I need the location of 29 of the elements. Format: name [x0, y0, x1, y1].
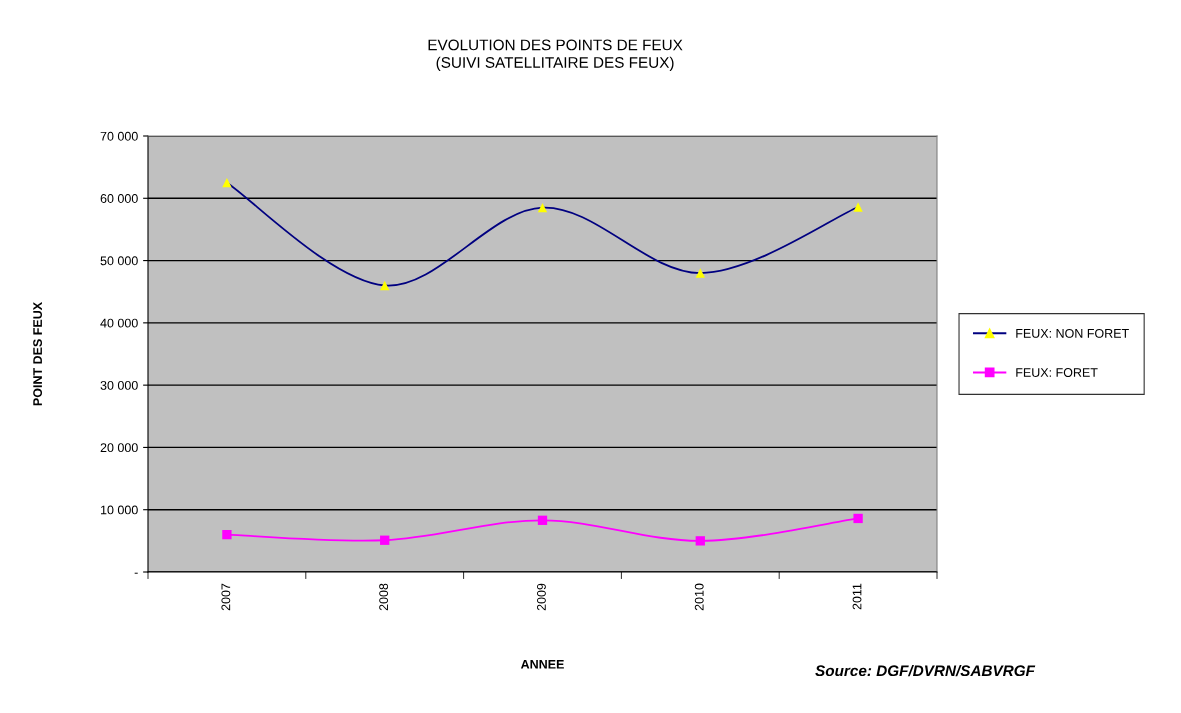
point [695, 268, 705, 278]
chart-title: EVOLUTION DES POINTS DE FEUX (SUIVI SATELLITAIRE DES FEUX) [428, 39, 683, 71]
point [380, 280, 390, 291]
x-tick-label: 2009 [537, 583, 546, 611]
point [222, 529, 232, 540]
y-axis-title: POINT DES FEUX [33, 302, 43, 406]
point [853, 202, 863, 212]
point [853, 513, 863, 524]
point [380, 535, 390, 545]
y-tick-label: 60 000 [100, 194, 138, 203]
x-tick-label: 2008 [379, 583, 389, 611]
point [222, 178, 232, 188]
legend-label: FEUX: FORET [1016, 368, 1098, 377]
y-tick-label: 20 000 [100, 443, 138, 453]
y-tick-label: 50 000 [100, 256, 138, 266]
y-tick-label: 10 000 [101, 505, 138, 515]
point [537, 202, 548, 213]
point [537, 515, 548, 525]
x-tick-label: 2007 [221, 583, 231, 611]
source-note: Source: DGF/DVRN/SABVRGF [815, 664, 1036, 677]
x-axis-title: ANNEE [520, 659, 564, 669]
y-tick-label: - [134, 572, 138, 574]
y-tick-label: 70 000 [100, 131, 138, 141]
x-tick-label: 2010 [694, 583, 704, 611]
y-tick-label: 40 000 [100, 318, 138, 328]
point [695, 536, 705, 546]
y-tick-label: 30 000 [100, 380, 138, 390]
x-tick-label: 2011 [852, 583, 862, 610]
legend-label: FEUX: NON FORET [1016, 328, 1129, 338]
